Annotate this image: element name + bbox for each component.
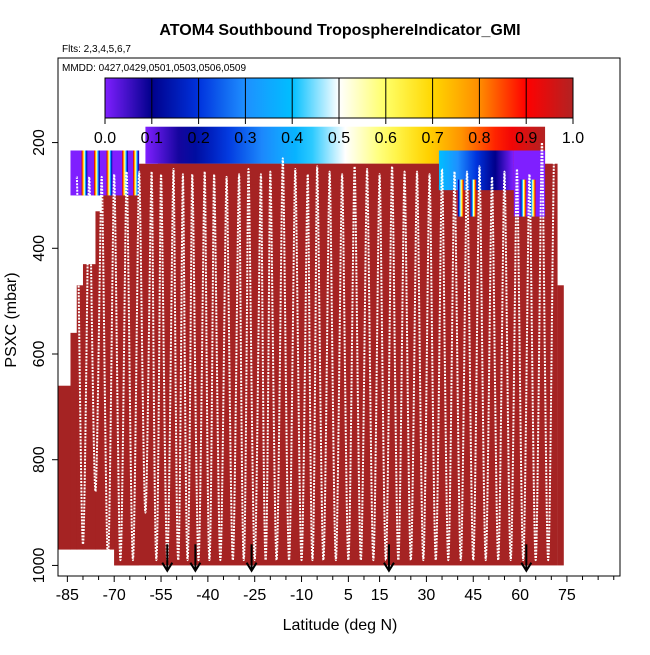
plot-area	[58, 126, 564, 573]
y-tick-label: 1000	[31, 548, 48, 584]
marker-arrow-head	[161, 562, 174, 573]
low-value-block	[70, 150, 140, 196]
y-axis-label: PSXC (mbar)	[3, 272, 20, 367]
chart-title: ATOM4 Southbound TroposphereIndicator_GM…	[159, 22, 520, 39]
colorbar-tick-label: 1.0	[562, 130, 584, 147]
indicator-column	[94, 150, 101, 196]
colorbar-tick-label: 0.4	[281, 130, 303, 147]
colorbar-tick-label: 0.2	[187, 130, 209, 147]
x-tick-label: -10	[290, 587, 313, 604]
filled-region-left	[101, 182, 115, 550]
filled-region-right-edge	[557, 285, 564, 566]
flight-track	[75, 141, 556, 562]
x-tick-label: -25	[243, 587, 266, 604]
indicator-column	[133, 150, 140, 196]
marker-arrow-head	[189, 562, 202, 573]
x-tick-label: -70	[103, 587, 126, 604]
indicator-column	[457, 179, 464, 217]
colorbar-tick-label: 0.8	[468, 130, 490, 147]
marker-arrow-head	[245, 562, 258, 573]
dates-subtitle: MMDD: 0427,0429,0501,0503,0506,0509	[62, 63, 246, 74]
colorbar-tick-label: 0.7	[421, 130, 443, 147]
colorbar-tick-label: 0.9	[515, 130, 537, 147]
x-tick-label: -55	[149, 587, 172, 604]
marker-arrow-head	[520, 562, 533, 573]
colorbar-tick-label: 0.1	[141, 130, 163, 147]
flights-subtitle: Flts: 2,3,4,5,6,7	[62, 44, 131, 55]
filled-region-left	[58, 385, 71, 550]
x-tick-label: 5	[344, 587, 353, 604]
colorbar-tick-label: 0.0	[94, 130, 116, 147]
x-tick-label: -40	[196, 587, 219, 604]
indicator-column	[470, 179, 477, 217]
y-tick-label: 400	[31, 235, 48, 262]
filled-region-left	[95, 211, 103, 550]
indicator-column	[520, 179, 527, 217]
y-tick-label: 200	[31, 129, 48, 156]
x-tick-label: 75	[558, 587, 576, 604]
marker-arrow-head	[383, 562, 395, 573]
x-tick-label: 45	[464, 587, 482, 604]
indicator-column	[81, 150, 88, 196]
plot-frame	[57, 57, 621, 577]
colorbar-tick-label: 0.5	[328, 130, 350, 147]
x-tick-label: 60	[511, 587, 529, 604]
filled-region-left	[70, 332, 78, 550]
indicator-column	[122, 150, 129, 196]
upper-filled-band	[157, 163, 439, 185]
y-tick-label: 800	[31, 446, 48, 473]
x-tick-label: -85	[56, 587, 79, 604]
x-tick-label: 15	[371, 587, 389, 604]
indicator-column	[106, 150, 113, 196]
indicator-column	[529, 179, 536, 217]
x-tick-label: 30	[418, 587, 436, 604]
upper-right-band	[438, 150, 514, 191]
colorbar-tick-label: 0.6	[375, 130, 397, 147]
colorbar-tick-label: 0.3	[234, 130, 256, 147]
colorbar: 0.0 0.1 0.2 0.3 0.4 0.5 0.6 0.7 0.8 0.9 1.0	[94, 77, 584, 147]
x-axis-label: Latitude (deg N)	[283, 617, 398, 634]
axes: -85 -70 -55 -40 -25 -10 5 15 30 45 60 75 200 400 600 80…	[31, 129, 615, 604]
y-tick-label: 600	[31, 341, 48, 368]
